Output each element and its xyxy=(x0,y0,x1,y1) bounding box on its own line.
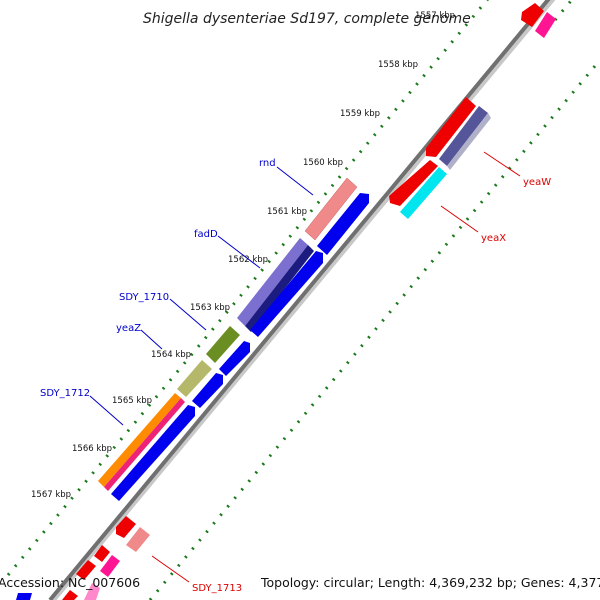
topology-text: Topology: circular; Length: 4,369,232 bp… xyxy=(260,575,600,590)
gene-label-rnd[interactable]: rnd xyxy=(259,158,276,169)
tick-label: 1565 kbp xyxy=(112,396,152,406)
leader-yeaZ xyxy=(140,329,163,350)
feature-yeaX-b[interactable] xyxy=(400,167,447,219)
feature-yeaZ[interactable] xyxy=(206,326,240,363)
feature-SDY_1712-e[interactable] xyxy=(111,405,195,501)
tick-label: 1558 kbp xyxy=(378,60,418,70)
gene-label-yeaX[interactable]: yeaX xyxy=(481,233,506,244)
feature-fadD-cds[interactable] xyxy=(250,251,323,337)
tick-label: 1557 kbp xyxy=(415,11,455,21)
feature-SDY_1713-a[interactable] xyxy=(116,516,136,538)
feature-bottom-a[interactable] xyxy=(94,545,110,562)
feature-yeaZ-cds[interactable] xyxy=(219,341,250,376)
leader-SDY_1712 xyxy=(89,395,124,426)
leader-rnd xyxy=(276,166,314,196)
feature-SDY_1712-a[interactable] xyxy=(177,360,212,397)
feature-yeaW-b[interactable] xyxy=(439,106,488,166)
feature-yeaW-a[interactable] xyxy=(426,97,476,157)
map-title: Shigella dysenteriae Sd197, complete gen… xyxy=(143,11,471,27)
feature-SDY_1710[interactable] xyxy=(245,245,314,332)
leader-SDY_1713 xyxy=(151,555,190,583)
genome-backbone xyxy=(48,0,551,600)
feature-yeaW-c[interactable] xyxy=(447,113,491,170)
leader-fadD xyxy=(217,235,261,269)
tick-label: 1566 kbp xyxy=(72,444,112,454)
feature-fadD[interactable] xyxy=(237,238,308,326)
leader-yeaW xyxy=(483,151,521,177)
feature-top-a[interactable] xyxy=(521,3,544,27)
tick-label: 1564 kbp xyxy=(151,350,191,360)
feature-SDY_1712-d[interactable] xyxy=(104,398,185,491)
feature-rnd[interactable] xyxy=(304,177,358,241)
gene-label-yeaZ[interactable]: yeaZ xyxy=(116,323,141,334)
feature-SDY_1712-c[interactable] xyxy=(98,393,181,487)
inner-tick-track xyxy=(6,0,489,576)
feature-bottom-d[interactable] xyxy=(62,590,78,600)
feature-bottom-c[interactable] xyxy=(76,560,96,580)
gene-label-SDY_1713[interactable]: SDY_1713 xyxy=(192,583,242,594)
tick-label: 1561 kbp xyxy=(267,207,307,217)
tick-label: 1560 kbp xyxy=(303,158,343,168)
feature-yeaX-a[interactable] xyxy=(389,160,438,206)
tick-label: 1562 kbp xyxy=(228,255,268,265)
leader-SDY_1710 xyxy=(169,298,207,331)
feature-rnd-cds[interactable] xyxy=(317,193,369,255)
feature-bottom-b[interactable] xyxy=(100,555,120,577)
gene-label-fadD[interactable]: fadD xyxy=(194,229,218,240)
gene-label-SDY_1710[interactable]: SDY_1710 xyxy=(119,292,169,303)
gene-label-yeaW[interactable]: yeaW xyxy=(523,177,551,188)
tick-label: 1567 kbp xyxy=(31,490,71,500)
gene-label-SDY_1712[interactable]: SDY_1712 xyxy=(40,388,90,399)
outer-tick-track-top xyxy=(553,0,574,21)
feature-SDY_1712-b[interactable] xyxy=(192,373,223,408)
accession-text: Accession: NC_007606 xyxy=(0,575,140,590)
feature-SDY_1713-b[interactable] xyxy=(126,527,150,552)
tick-label: 1563 kbp xyxy=(190,303,230,313)
feature-bottom-f[interactable] xyxy=(84,583,100,600)
feature-bottom-e[interactable] xyxy=(16,593,32,600)
outer-tick-track xyxy=(148,59,600,600)
tick-label: 1559 kbp xyxy=(340,109,380,119)
leader-yeaX xyxy=(440,205,479,233)
feature-top-b[interactable] xyxy=(535,12,556,38)
